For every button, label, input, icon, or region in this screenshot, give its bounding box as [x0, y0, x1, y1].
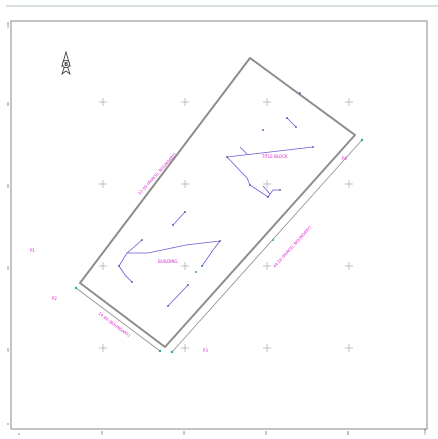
upper-feature: TITLE BLOCK — [226, 92, 314, 198]
grid-cross — [99, 344, 107, 352]
x-tick-label: 40 — [182, 431, 186, 435]
lower-feature: BUILDING — [118, 239, 221, 307]
grid-cross — [345, 344, 353, 352]
x-tick-label: 0 — [17, 433, 21, 435]
y-tick-label: 20 — [6, 348, 10, 352]
grid-cross — [181, 98, 189, 106]
boundary-label-bottom: 14.80 (BOUNDARY) — [97, 311, 131, 338]
feature-label-lower: BUILDING — [158, 259, 177, 264]
grid-cross — [181, 262, 189, 270]
dimension-line-right — [171, 139, 363, 353]
corner-marker — [360, 138, 364, 142]
north-arrow-letter: B — [64, 62, 68, 68]
dimension-line-bottom — [75, 287, 161, 352]
grid-cross — [263, 344, 271, 352]
corner-marker — [170, 350, 174, 354]
x-tick-label: 100 — [423, 429, 427, 435]
outside-label-right-top: P4 — [342, 156, 347, 161]
x-tick-label: 80 — [346, 431, 350, 435]
grid-cross — [181, 180, 189, 188]
y-tick-label: 0 — [6, 423, 10, 425]
grid-cross — [181, 344, 189, 352]
north-arrow-icon: B — [61, 50, 71, 76]
grid-crosses — [99, 98, 353, 352]
grid-cross — [263, 98, 271, 106]
grid-cross — [99, 180, 107, 188]
y-tick-label: 60 — [6, 184, 10, 188]
grid-cross — [263, 180, 271, 188]
plot-frame — [10, 20, 428, 430]
outside-label-left: P1 — [30, 248, 35, 253]
x-tick-label: 20 — [100, 431, 104, 435]
outside-label-bottom-left: P2 — [52, 296, 57, 301]
parcel-boundary — [79, 57, 356, 348]
outside-label-bottom: P3 — [203, 348, 208, 353]
x-tick-label: 60 — [264, 431, 268, 435]
y-tick-label: 40 — [6, 266, 10, 270]
grid-cross — [345, 262, 353, 270]
y-tick-label: 80 — [6, 102, 10, 106]
corner-marker — [74, 286, 78, 290]
middle-feature — [172, 211, 186, 226]
y-tick-label: 100 — [6, 22, 10, 28]
feature-label-upper: TITLE BLOCK — [261, 154, 288, 159]
grid-cross — [345, 98, 353, 106]
grid-cross — [99, 98, 107, 106]
grid-cross — [345, 180, 353, 188]
grid-cross — [99, 262, 107, 270]
grid-cross — [263, 262, 271, 270]
x-tick-labels: 0 20 40 60 80 100 — [17, 429, 427, 435]
corner-marker — [272, 239, 274, 241]
boundary-label-right: 44.50 (PARCEL BOUNDARY) — [272, 224, 313, 268]
corner-marker — [158, 349, 162, 353]
y-tick-labels: 100 80 60 40 20 0 — [6, 22, 10, 425]
boundary-label-upper-left: 52.00 (PARCEL BOUNDARY) — [137, 151, 178, 195]
